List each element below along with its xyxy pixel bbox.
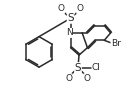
Text: O: O bbox=[58, 4, 65, 13]
Text: N: N bbox=[66, 28, 72, 37]
Text: Cl: Cl bbox=[92, 63, 101, 72]
Text: O: O bbox=[77, 4, 84, 13]
Text: Br: Br bbox=[111, 39, 121, 48]
Text: O: O bbox=[84, 74, 91, 83]
Text: S: S bbox=[75, 63, 81, 73]
Text: O: O bbox=[65, 74, 72, 83]
Text: S: S bbox=[67, 13, 74, 23]
